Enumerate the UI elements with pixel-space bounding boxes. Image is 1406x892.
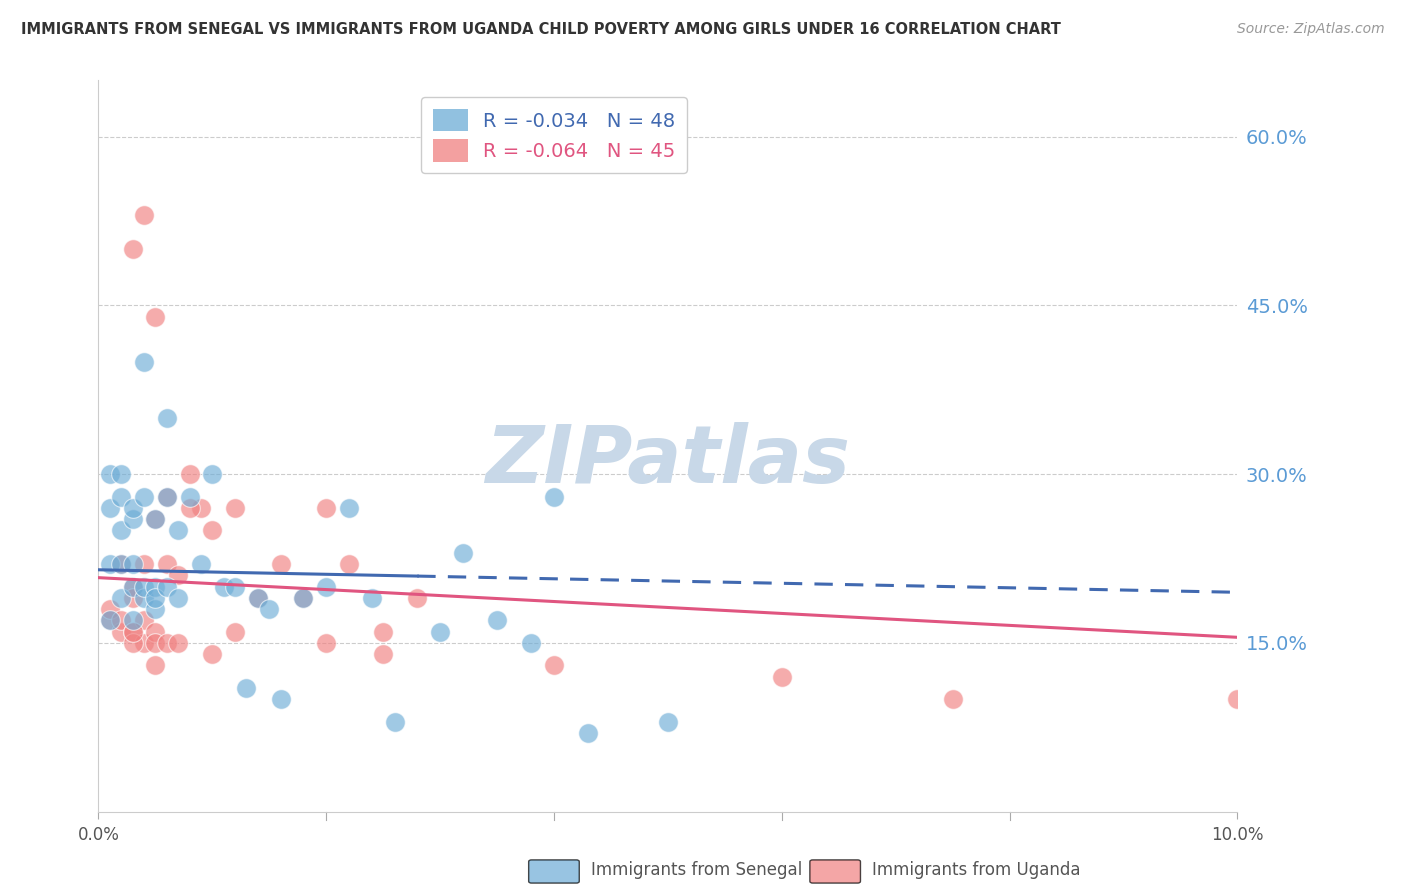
Point [121, 624, 143, 639]
Point [98, 467, 121, 482]
Point [121, 580, 143, 594]
Point [246, 591, 269, 605]
Point [451, 546, 474, 560]
Point [179, 467, 201, 482]
Point [201, 647, 224, 661]
Point [110, 591, 132, 605]
Text: IMMIGRANTS FROM SENEGAL VS IMMIGRANTS FROM UGANDA CHILD POVERTY AMONG GIRLS UNDE: IMMIGRANTS FROM SENEGAL VS IMMIGRANTS FR… [21, 22, 1062, 37]
Point [145, 591, 167, 605]
Point [292, 591, 315, 605]
Point [337, 500, 360, 515]
Point [121, 557, 143, 571]
Point [121, 614, 143, 628]
Point [156, 490, 179, 504]
Point [292, 591, 315, 605]
Point [156, 410, 179, 425]
Point [259, 602, 281, 616]
Point [121, 624, 143, 639]
Point [235, 681, 257, 695]
Point [315, 500, 337, 515]
Point [110, 624, 132, 639]
Point [486, 614, 509, 628]
Point [179, 490, 201, 504]
Point [224, 580, 246, 594]
Point [360, 591, 382, 605]
Point [132, 636, 155, 650]
Point [121, 242, 143, 256]
Point [246, 591, 269, 605]
Point [145, 658, 167, 673]
Point [98, 614, 121, 628]
Text: ZIPatlas: ZIPatlas [485, 422, 851, 500]
Point [337, 557, 360, 571]
Text: Source: ZipAtlas.com: Source: ZipAtlas.com [1237, 22, 1385, 37]
Point [110, 524, 132, 538]
Point [520, 636, 543, 650]
Point [373, 624, 395, 639]
Point [167, 636, 190, 650]
Point [224, 624, 246, 639]
Point [384, 714, 406, 729]
Point [145, 580, 167, 594]
Point [132, 591, 155, 605]
Point [543, 658, 565, 673]
Point [132, 614, 155, 628]
Point [429, 624, 451, 639]
Point [190, 500, 212, 515]
Point [156, 636, 179, 650]
Point [110, 490, 132, 504]
Point [98, 614, 121, 628]
Point [270, 557, 292, 571]
Point [145, 512, 167, 526]
Point [270, 692, 292, 706]
Point [770, 670, 793, 684]
Point [121, 580, 143, 594]
Point [110, 557, 132, 571]
Point [121, 591, 143, 605]
Point [132, 490, 155, 504]
Point [576, 726, 599, 740]
Text: Immigrants from Uganda: Immigrants from Uganda [872, 861, 1080, 879]
Point [98, 602, 121, 616]
Point [224, 500, 246, 515]
Point [132, 208, 155, 222]
Point [110, 557, 132, 571]
Text: Immigrants from Senegal: Immigrants from Senegal [591, 861, 801, 879]
Point [121, 512, 143, 526]
Point [110, 467, 132, 482]
Point [132, 354, 155, 368]
Point [156, 580, 179, 594]
Point [145, 512, 167, 526]
Point [98, 500, 121, 515]
Point [373, 647, 395, 661]
Point [1226, 692, 1249, 706]
Point [315, 580, 337, 594]
Point [132, 557, 155, 571]
Point [657, 714, 679, 729]
Point [98, 557, 121, 571]
Point [145, 636, 167, 650]
Point [167, 568, 190, 582]
Point [190, 557, 212, 571]
Point [145, 624, 167, 639]
Point [406, 591, 429, 605]
Point [543, 490, 565, 504]
Point [156, 490, 179, 504]
Point [167, 524, 190, 538]
Point [201, 524, 224, 538]
Point [110, 614, 132, 628]
Point [201, 467, 224, 482]
Point [315, 636, 337, 650]
Point [121, 500, 143, 515]
Point [121, 636, 143, 650]
Point [132, 580, 155, 594]
Point [167, 591, 190, 605]
Point [145, 310, 167, 324]
Point [156, 557, 179, 571]
Point [145, 602, 167, 616]
Legend: R = -0.034   N = 48, R = -0.064   N = 45: R = -0.034 N = 48, R = -0.064 N = 45 [420, 97, 688, 173]
Point [942, 692, 965, 706]
Point [212, 580, 235, 594]
Point [179, 500, 201, 515]
